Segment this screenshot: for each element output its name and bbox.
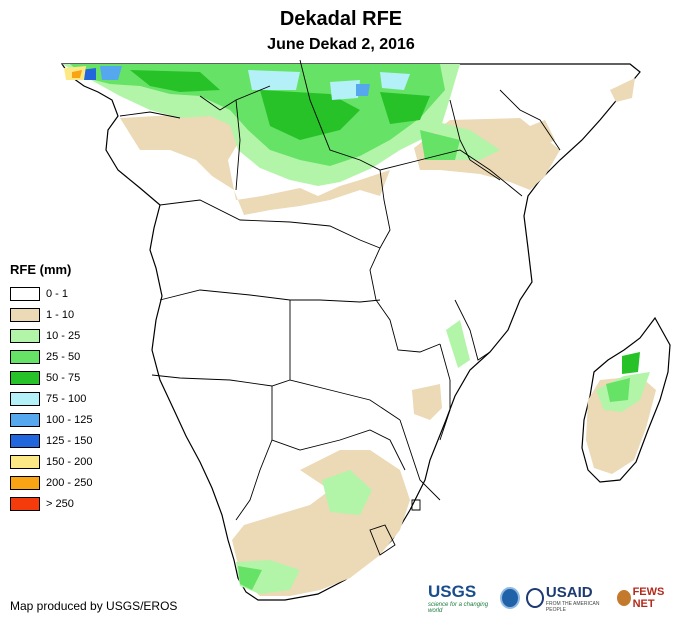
legend-label: 150 - 200 bbox=[46, 455, 93, 468]
country-borders bbox=[119, 59, 561, 556]
legend-item: 10 - 25 bbox=[10, 325, 92, 346]
fews-net-logo: FEWS NET bbox=[616, 586, 682, 610]
legend-label: 0 - 1 bbox=[46, 287, 69, 300]
usaid-logo-text: USAID bbox=[545, 583, 593, 601]
legend-label: 50 - 75 bbox=[46, 371, 81, 384]
legend-swatch bbox=[10, 328, 40, 343]
legend-item: 1 - 10 bbox=[10, 304, 92, 325]
usaid-logo: USAID FROM THE AMERICAN PEOPLE bbox=[526, 584, 611, 613]
africa-landmass bbox=[60, 63, 641, 601]
legend-swatch bbox=[10, 370, 40, 385]
legend-item: 200 - 250 bbox=[10, 472, 92, 493]
legend-item: > 250 bbox=[10, 493, 92, 514]
fews-globe-icon bbox=[616, 590, 631, 606]
legend-item: 50 - 75 bbox=[10, 367, 92, 388]
legend-swatch bbox=[10, 412, 40, 427]
legend-label: 100 - 125 bbox=[46, 413, 93, 426]
map-title: Dekadal RFE bbox=[279, 8, 403, 30]
legend-swatch bbox=[10, 307, 40, 322]
legend-swatch bbox=[10, 475, 40, 490]
partner-logos: USGS science for a changing world USAID … bbox=[428, 582, 682, 614]
legend-item: 100 - 125 bbox=[10, 409, 92, 430]
legend: RFE (mm) 0 - 1 1 - 10 10 - 25 25 - 50 50 - 7… bbox=[10, 262, 92, 514]
legend-swatch bbox=[10, 391, 40, 406]
legend-item: 0 - 1 bbox=[10, 283, 92, 304]
legend-swatch bbox=[10, 349, 40, 364]
noaa-logo-icon bbox=[500, 587, 521, 609]
legend-swatch bbox=[10, 433, 40, 448]
legend-label: 125 - 150 bbox=[46, 434, 93, 447]
fews-net-text: FEWS NET bbox=[632, 586, 665, 610]
usgs-logo-text: USGS bbox=[428, 582, 477, 601]
map-credit: Map produced by USGS/EROS bbox=[10, 599, 178, 613]
usaid-seal-icon bbox=[526, 588, 544, 608]
rainfall-heavy bbox=[64, 66, 86, 80]
legend-label: 10 - 25 bbox=[46, 329, 81, 342]
rainfall-100-125 bbox=[100, 66, 370, 96]
usaid-tagline: FROM THE AMERICAN PEOPLE bbox=[545, 600, 600, 613]
legend-label: 75 - 100 bbox=[46, 392, 87, 405]
legend-label: 25 - 50 bbox=[46, 350, 81, 363]
legend-label: 200 - 250 bbox=[46, 476, 93, 489]
map-subtitle: June Dekad 2, 2016 bbox=[267, 36, 415, 53]
usgs-tagline: science for a changing world bbox=[428, 602, 489, 614]
legend-label: 1 - 10 bbox=[46, 308, 75, 321]
legend-item: 75 - 100 bbox=[10, 388, 92, 409]
legend-swatch bbox=[10, 286, 40, 301]
legend-title: RFE (mm) bbox=[10, 262, 72, 277]
legend-item: 150 - 200 bbox=[10, 451, 92, 472]
rainfall-75-100 bbox=[248, 70, 410, 100]
legend-item: 25 - 50 bbox=[10, 346, 92, 367]
legend-swatch bbox=[10, 496, 40, 511]
usgs-logo: USGS science for a changing world bbox=[428, 582, 494, 614]
legend-label: > 250 bbox=[46, 497, 74, 510]
legend-item: 125 - 150 bbox=[10, 430, 92, 451]
legend-swatch bbox=[10, 454, 40, 469]
rainfall-50-75 bbox=[130, 70, 640, 374]
